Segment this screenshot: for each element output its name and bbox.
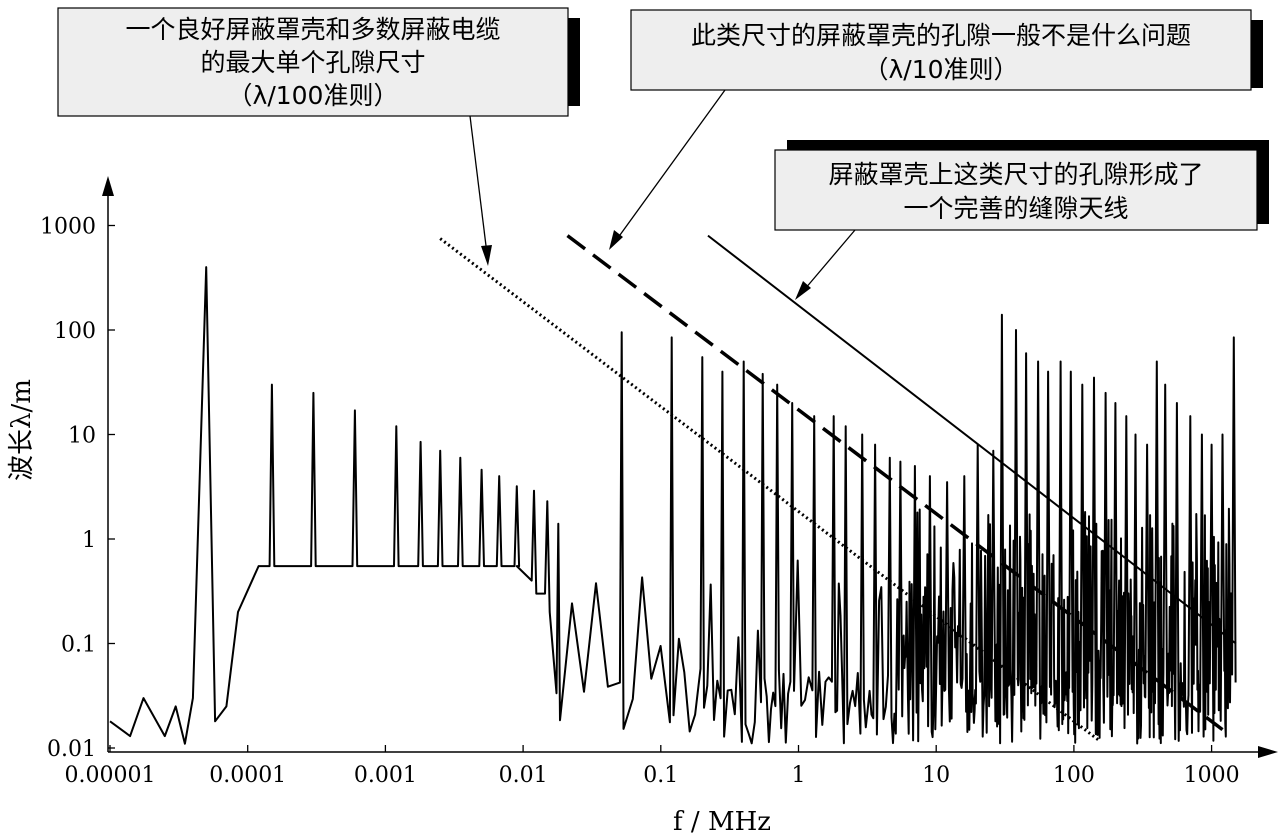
x-tick-label: 1000: [1184, 763, 1240, 788]
x-tick-label: 1: [792, 763, 806, 788]
annotation-lambda100: 一个良好屏蔽罩壳和多数屏蔽电缆 的最大单个孔隙尺寸 （λ/100准则）: [57, 7, 580, 266]
series-layer: [439, 234, 1237, 741]
annotation-lambda10-arrowhead: [609, 230, 623, 250]
annotation-lambda100-line-1: 一个良好屏蔽罩壳和多数屏蔽电缆: [125, 15, 500, 44]
x-tick-label: 0.0001: [209, 763, 286, 788]
x-tick-label: 0.01: [499, 763, 548, 788]
annotation-lambda100-box: [57, 7, 569, 117]
axes-layer: [102, 176, 1278, 758]
y-tick-label: 0.01: [47, 737, 96, 762]
annotation-lambda2-line-2: 一个完善的缝隙天线: [903, 194, 1128, 223]
y-tick-label: 1: [82, 528, 96, 553]
annotation-lambda2: 屏蔽罩壳上这类尺寸的孔隙形成了 一个完善的缝隙天线: [774, 140, 1269, 300]
annotation-lambda100-line-2: 的最大单个孔隙尺寸: [200, 48, 425, 77]
y-tick-label: 1000: [40, 215, 96, 240]
series-line-dashed: [566, 234, 1224, 731]
series-line-solid: [707, 234, 1237, 645]
y-tick-label: 0.1: [61, 633, 96, 658]
x-axis-arrowhead: [1258, 746, 1278, 758]
ticks-layer: 0.00001 0.0001 0.001 0.01 0.1 1 10 100 1000 1000 1…: [40, 215, 1240, 789]
y-tick-label: 10: [68, 424, 96, 449]
annotation-lambda2-arrowhead: [795, 281, 811, 300]
annotation-lambda100-leader: [469, 115, 489, 263]
annotation-lambda10-leader: [611, 89, 726, 247]
x-tick-label: 0.1: [643, 763, 678, 788]
annotation-lambda100-arrowhead: [481, 245, 492, 266]
x-tick-label: 100: [1053, 763, 1095, 788]
annotation-lambda10-line-2: （λ/10准则）: [863, 55, 1018, 84]
y-axis-arrowhead: [102, 176, 114, 196]
y-axis-title: 波长λ/m: [7, 379, 37, 481]
y-tick-label: 100: [54, 319, 96, 344]
annotation-lambda2-leader: [798, 229, 856, 297]
annotation-lambda2-box: [774, 149, 1258, 231]
annotation-lambda10-line-1: 此类尺寸的屏蔽罩壳的孔隙一般不是什么问题: [691, 21, 1191, 50]
x-tick-label: 0.001: [354, 763, 417, 788]
x-axis-title: f / MHz: [673, 807, 771, 835]
annotation-lambda100-line-3: （λ/100准则）: [228, 81, 399, 110]
annotation-lambda10: 此类尺寸的屏蔽罩壳的孔隙一般不是什么问题 （λ/10准则）: [609, 9, 1263, 250]
x-tick-label: 10: [922, 763, 950, 788]
x-tick-label: 0.00001: [65, 763, 156, 788]
annotation-lambda2-line-1: 屏蔽罩壳上这类尺寸的孔隙形成了: [828, 160, 1203, 189]
spectrum-layer: [109, 266, 1237, 745]
spectrum-trace: [109, 266, 1237, 745]
annotation-lambda10-box: [630, 9, 1252, 91]
